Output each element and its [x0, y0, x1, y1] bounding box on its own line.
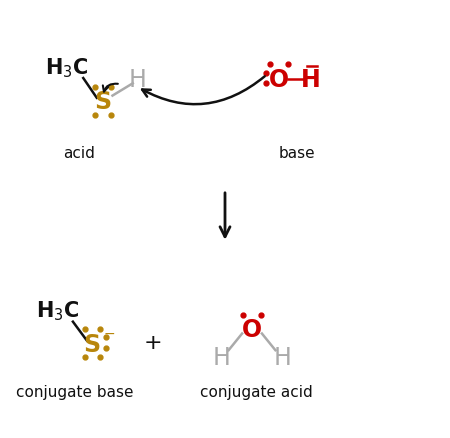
Text: H: H: [301, 68, 320, 92]
Text: S: S: [94, 90, 111, 113]
Text: S: S: [84, 332, 101, 356]
Text: H: H: [212, 345, 230, 369]
Text: H$_3$C: H$_3$C: [45, 56, 89, 80]
Text: O: O: [269, 68, 289, 92]
Text: conjugate base: conjugate base: [15, 385, 133, 399]
Text: +: +: [144, 332, 162, 353]
Text: H: H: [274, 345, 292, 369]
Text: acid: acid: [63, 146, 94, 161]
Text: H: H: [128, 68, 146, 92]
Text: base: base: [279, 146, 315, 161]
Text: conjugate acid: conjugate acid: [200, 385, 313, 399]
Text: O: O: [242, 318, 262, 341]
Text: H$_3$C: H$_3$C: [36, 299, 80, 323]
Text: −: −: [104, 326, 115, 340]
